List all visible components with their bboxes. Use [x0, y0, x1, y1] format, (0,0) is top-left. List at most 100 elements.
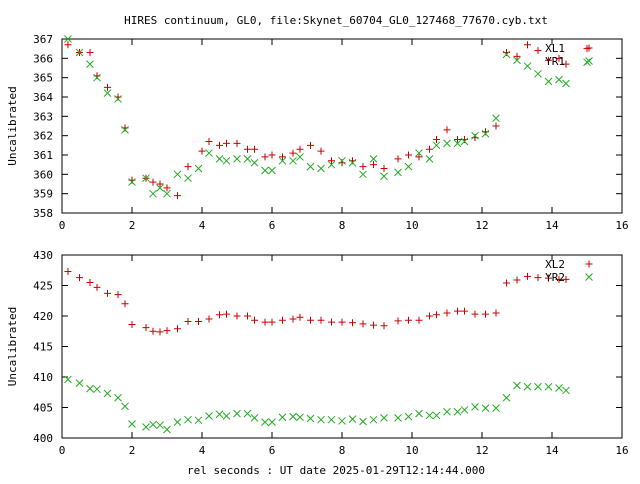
- x-tick-label: 8: [339, 219, 346, 232]
- data-point-xl1: [233, 139, 241, 147]
- data-point-yr1: [523, 62, 532, 70]
- data-point-yr2: [250, 414, 259, 422]
- data-point-xl2: [149, 327, 157, 335]
- data-point-yr2: [327, 415, 336, 424]
- data-point-yr1: [492, 114, 500, 123]
- data-point-yr2: [142, 423, 150, 431]
- data-point-yr2: [460, 406, 469, 414]
- data-point-yr1: [121, 126, 129, 134]
- data-point-xl1: [370, 161, 377, 169]
- data-point-yr2: [492, 404, 500, 412]
- data-point-xl2: [461, 307, 468, 315]
- y-tick-label: 364: [33, 91, 53, 104]
- data-point-yr1: [481, 129, 490, 138]
- data-point-xl2: [64, 267, 72, 275]
- data-point-yr2: [523, 382, 532, 391]
- data-point-xl2: [555, 275, 563, 283]
- data-point-xl2: [104, 289, 111, 297]
- data-point-xl1: [261, 153, 269, 161]
- data-point-yr2: [348, 415, 357, 423]
- data-point-yr2: [278, 413, 287, 422]
- data-point-xl1: [394, 155, 402, 163]
- data-point-xl2: [513, 276, 521, 284]
- data-point-xl1: [296, 145, 304, 153]
- y-tick-label: 363: [33, 110, 53, 123]
- data-point-xl2: [128, 321, 136, 329]
- data-point-yr2: [289, 412, 297, 421]
- data-point-yr2: [296, 413, 304, 422]
- data-point-yr2: [481, 404, 490, 412]
- data-point-xl2: [114, 291, 122, 299]
- data-point-xl2: [251, 316, 258, 324]
- data-point-yr2: [215, 410, 224, 419]
- data-point-yr1: [289, 156, 297, 165]
- data-point-xl2: [415, 316, 423, 324]
- data-point-yr2: [75, 379, 84, 387]
- data-point-yr2: [425, 411, 434, 420]
- data-point-xl2: [534, 274, 542, 282]
- data-point-yr2: [453, 407, 462, 416]
- y-tick-label: 366: [33, 52, 53, 65]
- y-tick-label: 415: [33, 341, 53, 354]
- data-point-yr1: [86, 60, 94, 68]
- data-point-yr1: [103, 89, 112, 97]
- data-point-yr1: [432, 141, 441, 150]
- data-point-yr2: [404, 412, 413, 421]
- data-point-xl1: [328, 157, 335, 165]
- data-point-xl1: [454, 136, 461, 144]
- data-point-xl2: [328, 318, 335, 326]
- y-tick-label: 359: [33, 188, 53, 201]
- data-point-xl2: [216, 311, 223, 319]
- data-point-xl1: [443, 126, 451, 134]
- data-point-yr1: [205, 149, 213, 157]
- x-tick-label: 2: [129, 219, 136, 232]
- data-point-yr1: [460, 137, 469, 146]
- legend-marker-xl1: [585, 44, 593, 52]
- x-tick-label: 16: [615, 219, 628, 232]
- data-point-yr1: [562, 79, 570, 88]
- data-point-xl1: [307, 141, 314, 149]
- y-tick-label: 367: [33, 33, 53, 46]
- data-point-yr2: [205, 412, 213, 420]
- legend-marker-yr1: [585, 57, 593, 65]
- data-point-yr2: [369, 415, 378, 424]
- data-point-xl2: [454, 307, 461, 315]
- data-point-xl1: [104, 83, 111, 91]
- data-point-xl2: [482, 310, 489, 318]
- data-point-yr2: [534, 382, 542, 391]
- data-point-yr1: [348, 158, 357, 167]
- data-point-yr1: [250, 158, 259, 167]
- data-point-xl2: [433, 311, 440, 319]
- data-point-yr2: [86, 384, 94, 393]
- data-point-xl2: [174, 325, 181, 333]
- data-point-yr2: [121, 402, 129, 411]
- data-point-xl1: [244, 145, 251, 153]
- data-point-yr1: [359, 170, 367, 179]
- data-point-yr1: [184, 174, 192, 183]
- x-tick-label: 10: [405, 444, 418, 457]
- data-point-yr1: [513, 56, 521, 65]
- data-point-yr2: [222, 412, 231, 420]
- data-point-yr2: [415, 409, 423, 418]
- data-point-xl2: [370, 321, 377, 329]
- data-point-yr2: [184, 415, 192, 424]
- data-point-xl2: [471, 310, 479, 318]
- data-point-xl2: [279, 316, 286, 324]
- data-point-yr1: [415, 149, 423, 157]
- data-point-xl1: [216, 141, 223, 149]
- x-tick-label: 12: [475, 219, 488, 232]
- data-point-xl2: [163, 327, 171, 335]
- data-point-yr1: [369, 155, 378, 163]
- data-point-xl1: [524, 41, 531, 49]
- data-point-xl2: [492, 309, 500, 317]
- y-tick-label: 360: [33, 168, 53, 181]
- data-point-xl2: [349, 319, 356, 327]
- y-tick-label: 430: [33, 249, 53, 262]
- x-tick-label: 14: [545, 219, 559, 232]
- data-point-xl1: [289, 149, 297, 157]
- data-point-yr1: [278, 156, 287, 165]
- data-point-xl1: [86, 49, 94, 57]
- data-point-yr1: [443, 139, 451, 148]
- data-point-yr2: [555, 384, 563, 392]
- data-point-yr1: [502, 50, 511, 59]
